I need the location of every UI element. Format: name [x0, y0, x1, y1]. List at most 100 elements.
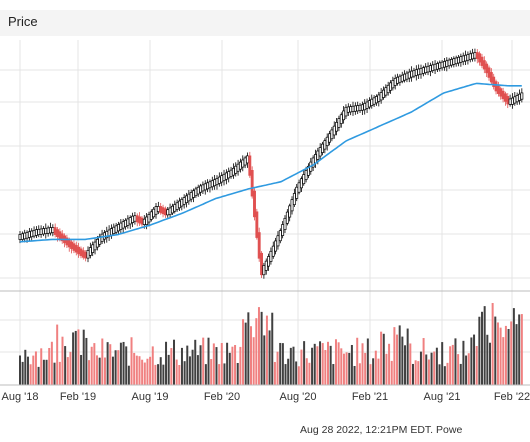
volume-bar: [109, 344, 112, 385]
candle-body: [346, 106, 350, 113]
candle-body: [295, 186, 299, 199]
volume-bar: [29, 364, 32, 385]
candle-body: [135, 215, 139, 223]
candle-body: [431, 64, 435, 71]
candle-body: [276, 235, 280, 247]
candle-body: [140, 217, 144, 225]
candle-body: [20, 233, 24, 240]
candle-body: [337, 118, 341, 128]
volume-bar: [69, 351, 72, 385]
volume-bar: [106, 342, 109, 385]
volume-bar: [56, 324, 59, 385]
candle-body: [501, 90, 505, 100]
volume-bar: [173, 339, 176, 385]
candle-body: [428, 65, 432, 72]
candle-body: [384, 87, 388, 96]
candle-body: [292, 193, 296, 206]
candle-body: [496, 85, 500, 94]
volume-bar: [295, 361, 298, 385]
volume-bar: [390, 360, 393, 385]
volume-bar: [369, 364, 372, 385]
volume-bar: [186, 345, 189, 385]
candle-body: [323, 140, 327, 150]
volume-bar: [430, 352, 433, 385]
candle-body: [206, 182, 210, 190]
candle-body: [93, 241, 97, 251]
volume-bar: [393, 327, 396, 385]
volume-bar: [404, 345, 407, 385]
candle-body: [356, 105, 360, 112]
volume-bar: [308, 362, 311, 385]
volume-bar: [127, 365, 130, 385]
volume-bar: [329, 345, 332, 385]
volume-bar: [218, 364, 221, 385]
volume-bar: [366, 338, 369, 385]
x-tick-label: Feb '22: [494, 391, 530, 403]
volume-bar: [125, 346, 128, 385]
candle-body: [74, 245, 78, 253]
volume-bar: [353, 365, 356, 385]
volume-bar: [303, 341, 306, 385]
volume-bar: [502, 337, 505, 385]
volume-bar: [289, 347, 292, 385]
candle-body: [121, 221, 125, 229]
candle-body: [138, 216, 142, 224]
candle-body: [417, 68, 421, 76]
candle-body: [81, 250, 85, 258]
candle-body: [27, 231, 31, 238]
volume-bar: [406, 328, 409, 385]
candle-body: [224, 172, 228, 180]
volume-bar: [82, 329, 85, 385]
candle-body: [46, 227, 50, 234]
candle-body: [220, 175, 224, 183]
volume-bar: [260, 311, 263, 385]
candle-body: [466, 54, 470, 61]
volume-bar: [411, 363, 414, 385]
volume-bar: [165, 341, 168, 385]
volume-bar: [210, 359, 213, 385]
volume-bar: [90, 346, 93, 385]
candle-body: [503, 93, 507, 102]
candle-body: [459, 56, 463, 63]
volume-bar: [26, 356, 29, 385]
candle-body: [248, 155, 252, 176]
candle-body: [51, 227, 55, 233]
candle-body: [393, 77, 397, 86]
volume-bar: [111, 356, 114, 385]
volume-bar: [48, 347, 51, 385]
candle-body: [274, 240, 278, 252]
volume-bar: [199, 345, 202, 385]
chart-grid: [0, 40, 530, 385]
candle-body: [255, 211, 259, 238]
candle-body: [95, 238, 99, 248]
volume-bar: [358, 363, 361, 385]
x-tick-label: Aug '21: [424, 391, 461, 403]
volume-bar: [188, 356, 191, 385]
candle-body: [30, 230, 34, 238]
volume-bar: [175, 359, 178, 385]
volume-bar: [488, 342, 491, 385]
volume-bar: [311, 347, 314, 385]
volume-bar: [276, 351, 279, 385]
candle-body: [243, 157, 247, 166]
candle-body: [328, 133, 331, 143]
volume-bar: [42, 359, 45, 385]
candle-body: [175, 202, 179, 210]
candle-body: [84, 251, 88, 259]
volume-bar: [242, 319, 245, 385]
volume-bar: [520, 314, 523, 385]
volume-bar: [228, 352, 231, 385]
candle-body: [250, 170, 254, 197]
volume-bar: [202, 337, 205, 385]
volume-bar: [446, 362, 449, 385]
volume-bar: [340, 348, 343, 385]
candle-body: [440, 61, 444, 69]
volume-bar: [77, 329, 80, 385]
volume-bar: [297, 366, 300, 385]
candle-body: [260, 252, 263, 276]
candle-body: [482, 60, 486, 70]
candle-body: [145, 216, 149, 225]
volume-bar: [414, 360, 417, 385]
legend-label: Price: [8, 14, 38, 29]
